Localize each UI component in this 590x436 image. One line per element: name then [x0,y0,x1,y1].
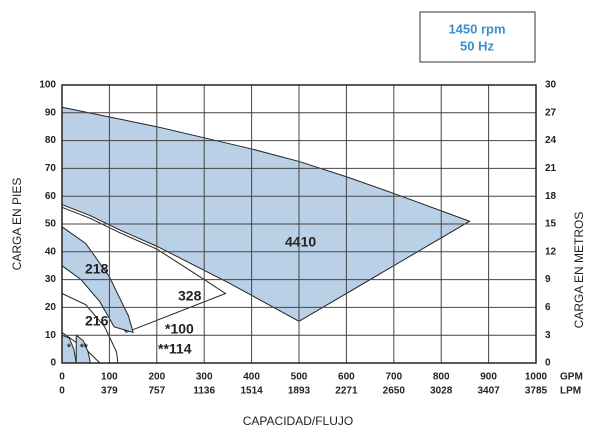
y2-tick-label: 27 [545,107,557,118]
x-tick-label: 600 [338,372,355,383]
y-tick-label: 10 [45,330,57,341]
region-label: 4410 [285,234,316,250]
y-tick-label: 50 [45,219,57,230]
annotation: *100 [165,321,194,337]
x-tick-label: 800 [433,372,450,383]
y2-tick-label: 6 [545,302,551,313]
y2-tick-label: 3 [545,330,551,341]
x-tick-label: 0 [59,372,65,383]
annotation: **114 [158,341,192,357]
x2-tick-label: 379 [101,386,118,397]
y2-tick-label: 24 [545,135,557,146]
region [75,334,92,364]
y2-tick-label: 0 [545,358,551,369]
x2-tick-label: 3028 [430,386,453,397]
region-label: 218 [85,261,109,277]
y-tick-label: 90 [45,107,57,118]
x-tick-label: 300 [196,372,213,383]
x2-tick-label: 2650 [383,386,406,397]
badge-rpm: 1450 rpm [448,21,505,36]
region [61,106,471,322]
y-tick-label: 0 [50,358,56,369]
y-tick-label: 30 [45,274,57,285]
x-tick-label: 500 [291,372,308,383]
x-tick-label: 200 [148,372,165,383]
y-tick-label: 80 [45,135,57,146]
x-axis-label: CAPACIDAD/FLUJO [243,414,353,428]
x-tick-label: 900 [480,372,497,383]
x2-unit: LPM [560,386,581,397]
x2-tick-label: 2271 [335,386,358,397]
region-label: * [67,343,71,354]
x2-tick-label: 3407 [477,386,500,397]
y-tick-label: 60 [45,191,57,202]
region-label: 216 [85,313,109,329]
x-unit: GPM [560,372,583,383]
x-tick-label: 400 [243,372,260,383]
y2-axis-label: CARGA EN METROS [572,212,586,329]
plot-frame [61,84,537,364]
region-label: 328 [178,288,202,304]
y2-tick-label: 21 [545,163,557,174]
x-tick-label: 700 [385,372,402,383]
badge-box [419,11,536,63]
x2-tick-label: 3785 [525,386,548,397]
y-tick-label: 70 [45,163,57,174]
y2-tick-label: 18 [545,191,557,202]
y-tick-label: 20 [45,302,57,313]
x2-tick-label: 757 [148,386,165,397]
y-tick-label: 40 [45,246,57,257]
y-axis-label: CARGA EN PIES [10,178,24,271]
badge-hz: 50 Hz [460,38,494,53]
y2-tick-label: 30 [545,80,557,91]
x2-tick-label: 0 [59,386,65,397]
x-tick-label: 1000 [525,372,548,383]
y2-tick-label: 12 [545,246,557,257]
x2-tick-label: 1893 [288,386,311,397]
y2-tick-label: 9 [545,274,551,285]
x2-tick-label: 1136 [193,386,215,397]
y-tick-label: 100 [39,80,56,91]
y2-tick-label: 15 [545,219,557,230]
x-tick-label: 100 [101,372,118,383]
region-label: ** [80,343,88,354]
x2-tick-label: 1514 [240,386,263,397]
